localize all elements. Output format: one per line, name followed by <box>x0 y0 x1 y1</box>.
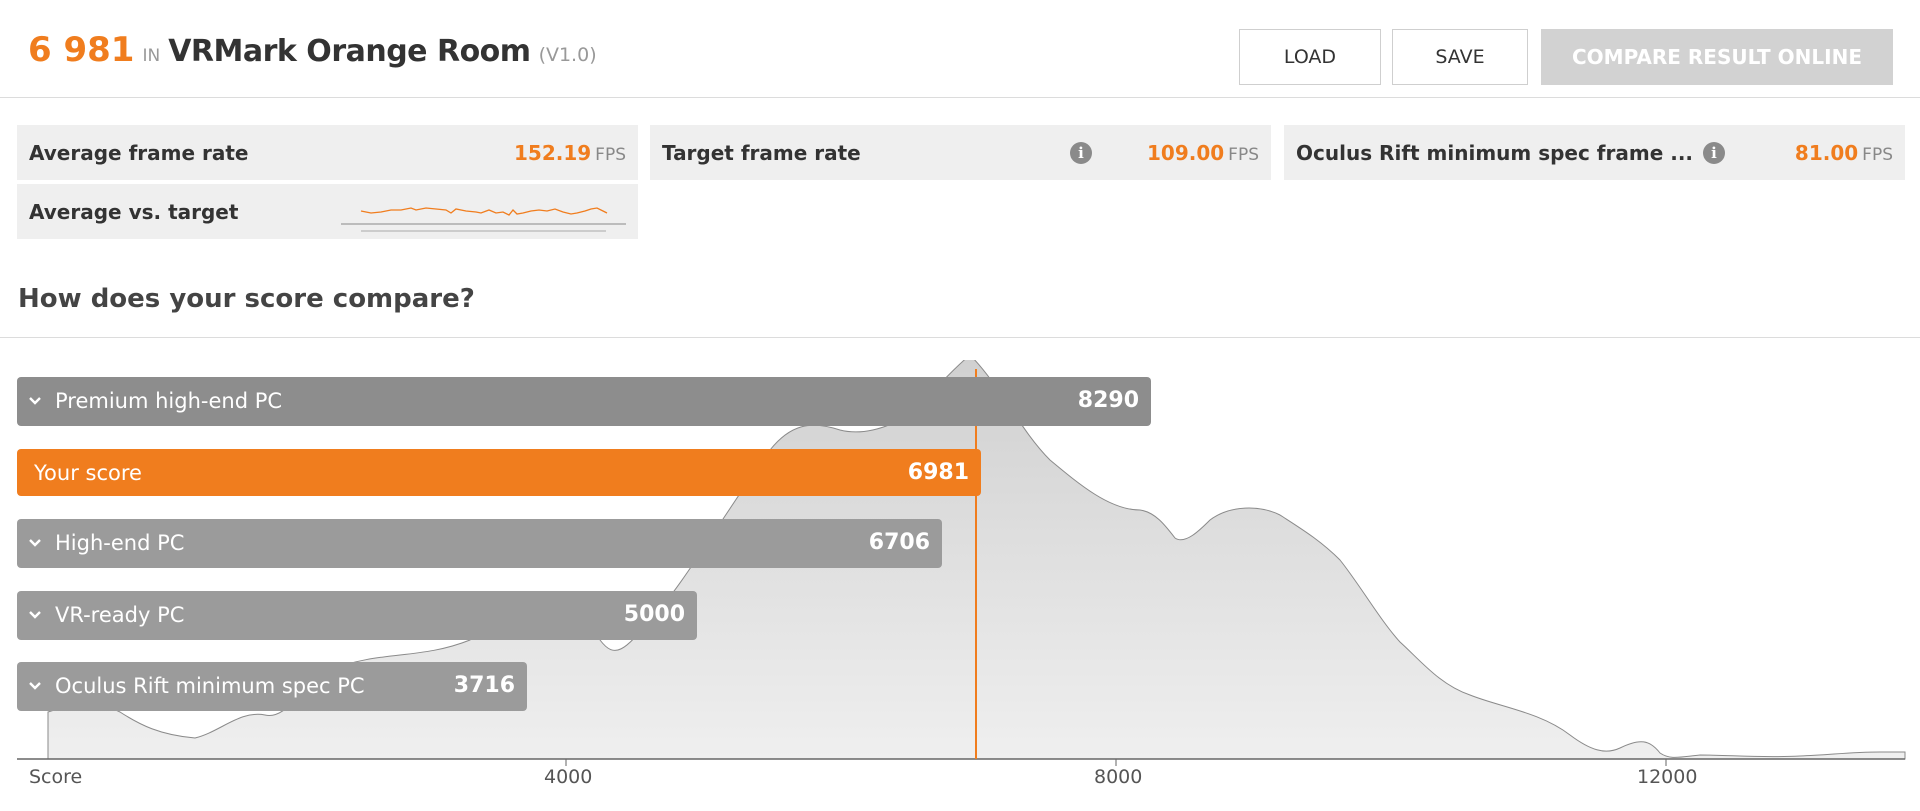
score-distribution-chart <box>17 360 1906 766</box>
chevron-down-icon <box>29 611 41 619</box>
sparkline-trace <box>360 207 608 216</box>
bar-label: High-end PC <box>55 531 185 555</box>
save-button[interactable]: SAVE <box>1392 29 1528 85</box>
load-button[interactable]: LOAD <box>1239 29 1381 85</box>
avg-frame-rate-label: Average frame rate <box>29 141 249 165</box>
chevron-down-icon <box>29 682 41 690</box>
bar-premium-high-end-pc[interactable]: Premium high-end PC 8290 <box>17 377 1151 426</box>
x-tick-label-4000: 4000 <box>544 766 593 788</box>
oculus-min-frame-rate-number: 81.00 <box>1794 141 1859 165</box>
comparison-title: How does your score compare? <box>18 284 475 314</box>
in-label: IN <box>142 46 161 66</box>
bar-label: Oculus Rift minimum spec PC <box>55 674 365 698</box>
bar-label: Premium high-end PC <box>55 389 283 413</box>
fps-unit: FPS <box>595 145 626 165</box>
bar-value: 6981 <box>907 460 969 485</box>
avg-vs-target-label: Average vs. target <box>29 200 239 224</box>
oculus-min-frame-rate-value: 81.00 FPS <box>1795 141 1893 165</box>
bar-value: 8290 <box>1077 388 1139 413</box>
bar-high-end-pc[interactable]: High-end PC 6706 <box>17 519 942 568</box>
compare-online-button[interactable]: COMPARE RESULT ONLINE <box>1541 29 1893 85</box>
chevron-down-icon <box>29 397 41 405</box>
avg-vs-target-sparkline <box>341 207 626 232</box>
avg-frame-rate-value: 152.19 FPS <box>514 141 626 165</box>
benchmark-name: VRMark Orange Room <box>168 34 531 69</box>
result-header: 6 981 IN VRMark Orange Room (V1.0) LOAD … <box>0 0 1920 98</box>
oculus-min-frame-rate-label: Oculus Rift minimum spec frame ... <box>1296 141 1694 165</box>
bar-value: 6706 <box>868 530 930 555</box>
bar-value: 3716 <box>453 673 515 698</box>
x-axis-label: Score <box>29 766 83 788</box>
fps-unit: FPS <box>1228 145 1259 165</box>
info-icon[interactable]: i <box>1070 142 1092 164</box>
x-tick-label-8000: 8000 <box>1094 766 1143 788</box>
target-frame-rate-label: Target frame rate <box>662 141 861 165</box>
avg-vs-target-box: Average vs. target <box>17 184 638 239</box>
overall-score: 6 981 <box>28 30 135 70</box>
oculus-min-frame-rate-box: Oculus Rift minimum spec frame ... i 81.… <box>1284 125 1905 180</box>
target-frame-rate-box: Target frame rate i 109.00 FPS <box>650 125 1271 180</box>
chevron-down-icon <box>29 539 41 547</box>
result-title: 6 981 IN VRMark Orange Room (V1.0) <box>28 30 597 70</box>
info-icon[interactable]: i <box>1703 142 1725 164</box>
bar-label: VR-ready PC <box>55 603 185 627</box>
avg-frame-rate-box: Average frame rate 152.19 FPS <box>17 125 638 180</box>
bar-oculus-rift-min-pc[interactable]: Oculus Rift minimum spec PC 3716 <box>17 662 527 711</box>
target-frame-rate-value: 109.00 FPS <box>1147 141 1259 165</box>
x-tick-label-12000: 12000 <box>1637 766 1698 788</box>
target-frame-rate-number: 109.00 <box>1146 141 1225 165</box>
section-divider <box>0 337 1920 338</box>
benchmark-version: (V1.0) <box>538 44 597 66</box>
bar-your-score: Your score 6981 <box>17 449 981 496</box>
bar-vr-ready-pc[interactable]: VR-ready PC 5000 <box>17 591 697 640</box>
bar-label: Your score <box>34 461 142 485</box>
fps-unit: FPS <box>1862 145 1893 165</box>
avg-frame-rate-number: 152.19 <box>513 141 592 165</box>
bar-value: 5000 <box>623 602 685 627</box>
